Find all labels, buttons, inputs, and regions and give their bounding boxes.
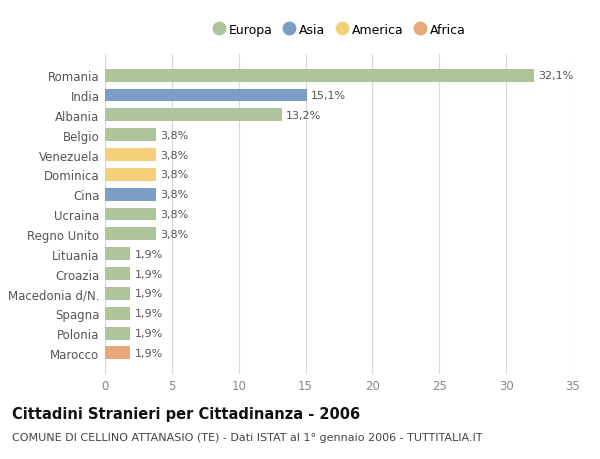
Text: 3,8%: 3,8%: [160, 230, 188, 239]
Bar: [105, 149, 156, 162]
Bar: [105, 287, 130, 300]
Text: 13,2%: 13,2%: [286, 111, 321, 121]
Bar: [105, 307, 130, 320]
Bar: [105, 268, 130, 280]
Bar: [105, 168, 156, 181]
Text: 32,1%: 32,1%: [538, 71, 574, 81]
Bar: [105, 228, 156, 241]
Text: 1,9%: 1,9%: [134, 269, 163, 279]
Bar: [105, 90, 307, 102]
Bar: [105, 109, 281, 122]
Text: Cittadini Stranieri per Cittadinanza - 2006: Cittadini Stranieri per Cittadinanza - 2…: [12, 406, 360, 421]
Text: 15,1%: 15,1%: [311, 91, 346, 101]
Text: 1,9%: 1,9%: [134, 348, 163, 358]
Bar: [105, 129, 156, 142]
Bar: [105, 70, 534, 83]
Bar: [105, 188, 156, 201]
Text: 1,9%: 1,9%: [134, 289, 163, 299]
Text: 3,8%: 3,8%: [160, 150, 188, 160]
Text: COMUNE DI CELLINO ATTANASIO (TE) - Dati ISTAT al 1° gennaio 2006 - TUTTITALIA.IT: COMUNE DI CELLINO ATTANASIO (TE) - Dati …: [12, 432, 482, 442]
Text: 1,9%: 1,9%: [134, 308, 163, 319]
Text: 3,8%: 3,8%: [160, 130, 188, 140]
Bar: [105, 248, 130, 261]
Text: 3,8%: 3,8%: [160, 210, 188, 219]
Bar: [105, 208, 156, 221]
Text: 3,8%: 3,8%: [160, 190, 188, 200]
Bar: [105, 327, 130, 340]
Text: 1,9%: 1,9%: [134, 328, 163, 338]
Legend: Europa, Asia, America, Africa: Europa, Asia, America, Africa: [209, 20, 469, 40]
Text: 1,9%: 1,9%: [134, 249, 163, 259]
Text: 3,8%: 3,8%: [160, 170, 188, 180]
Bar: [105, 347, 130, 359]
